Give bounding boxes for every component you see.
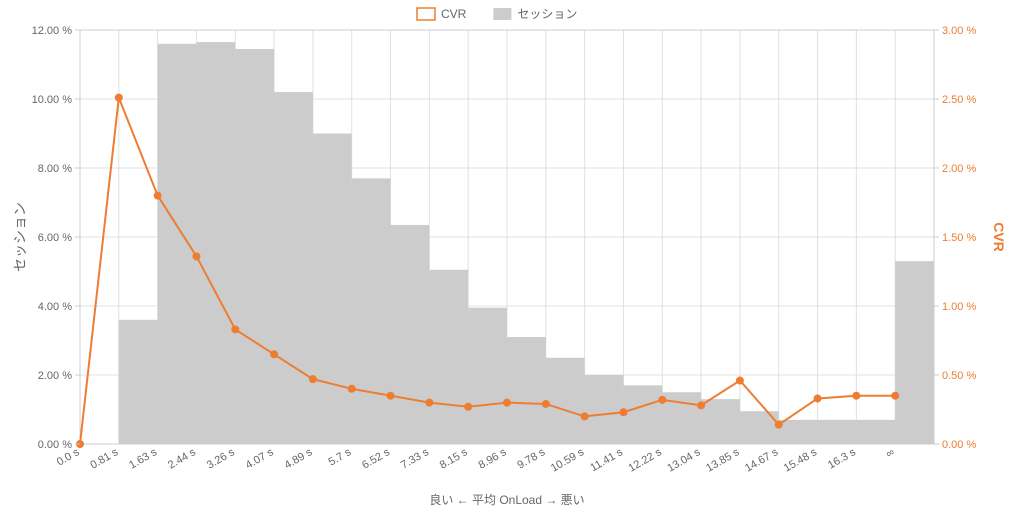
cvr-marker bbox=[426, 399, 433, 406]
session-bar bbox=[818, 420, 857, 444]
y-left-tick-label: 0.00 % bbox=[38, 439, 72, 451]
y-right-axis-title: CVR bbox=[991, 222, 1007, 252]
cvr-marker bbox=[387, 392, 394, 399]
cvr-marker bbox=[736, 377, 743, 384]
y-left-tick-label: 4.00 % bbox=[38, 301, 72, 313]
session-bar bbox=[391, 225, 430, 444]
cvr-marker bbox=[853, 392, 860, 399]
x-axis-title: 良い ← 平均 OnLoad → 悪い bbox=[429, 492, 584, 507]
session-bar bbox=[779, 420, 818, 444]
y-left-axis-title: セッション bbox=[12, 202, 28, 272]
y-left-tick-label: 8.00 % bbox=[38, 163, 72, 175]
y-right-tick-label: 2.50 % bbox=[942, 94, 976, 106]
session-bar bbox=[740, 411, 779, 444]
y-left-tick-label: 12.00 % bbox=[32, 25, 73, 37]
y-right-tick-label: 3.00 % bbox=[942, 25, 976, 37]
cvr-marker bbox=[193, 253, 200, 260]
session-bar bbox=[158, 44, 197, 444]
session-bar bbox=[585, 375, 624, 444]
cvr-marker bbox=[271, 351, 278, 358]
y-left-tick-label: 2.00 % bbox=[38, 370, 72, 382]
cvr-marker bbox=[465, 403, 472, 410]
y-right-tick-label: 1.00 % bbox=[942, 301, 976, 313]
y-left-tick-label: 10.00 % bbox=[32, 94, 73, 106]
cvr-marker bbox=[542, 400, 549, 407]
cvr-marker bbox=[620, 409, 627, 416]
chart-svg: 0.00 % 2.00 % 4.00 % 6.00 % 8.00 % 10.00 % 12.… bbox=[0, 0, 1014, 514]
session-bar bbox=[895, 261, 934, 444]
session-bar bbox=[507, 337, 546, 444]
legend-label: CVR bbox=[441, 7, 467, 21]
chart-legend: CVR セッション bbox=[417, 7, 577, 21]
session-bar bbox=[235, 49, 274, 444]
session-bar bbox=[274, 92, 313, 444]
cvr-marker bbox=[504, 399, 511, 406]
session-bar bbox=[856, 420, 895, 444]
cvr-marker bbox=[892, 392, 899, 399]
cvr-marker bbox=[814, 395, 821, 402]
y-right-tick-label: 2.00 % bbox=[942, 163, 976, 175]
session-bar bbox=[313, 134, 352, 445]
cvr-marker bbox=[115, 94, 122, 101]
cvr-marker bbox=[348, 385, 355, 392]
cvr-marker bbox=[698, 402, 705, 409]
y-left-tick-label: 6.00 % bbox=[38, 232, 72, 244]
cvr-marker bbox=[309, 376, 316, 383]
session-bar bbox=[352, 178, 391, 444]
session-bar bbox=[701, 399, 740, 444]
session-bar bbox=[623, 385, 662, 444]
cvr-marker bbox=[232, 326, 239, 333]
session-bar bbox=[546, 358, 585, 444]
cvr-marker bbox=[659, 396, 666, 403]
cvr-sessions-combo-chart: 0.00 % 2.00 % 4.00 % 6.00 % 8.00 % 10.00 % 12.… bbox=[0, 0, 1014, 514]
cvr-marker bbox=[775, 421, 782, 428]
y-right-tick-label: 1.50 % bbox=[942, 232, 976, 244]
session-bar bbox=[429, 270, 468, 444]
y-right-tick-label: 0.50 % bbox=[942, 370, 976, 382]
legend-label: セッション bbox=[517, 7, 577, 21]
session-bar bbox=[468, 308, 507, 444]
cvr-marker bbox=[154, 192, 161, 199]
session-bar bbox=[119, 320, 158, 444]
session-bar bbox=[196, 42, 235, 444]
cvr-marker bbox=[581, 413, 588, 420]
y-right-tick-label: 0.00 % bbox=[942, 439, 976, 451]
